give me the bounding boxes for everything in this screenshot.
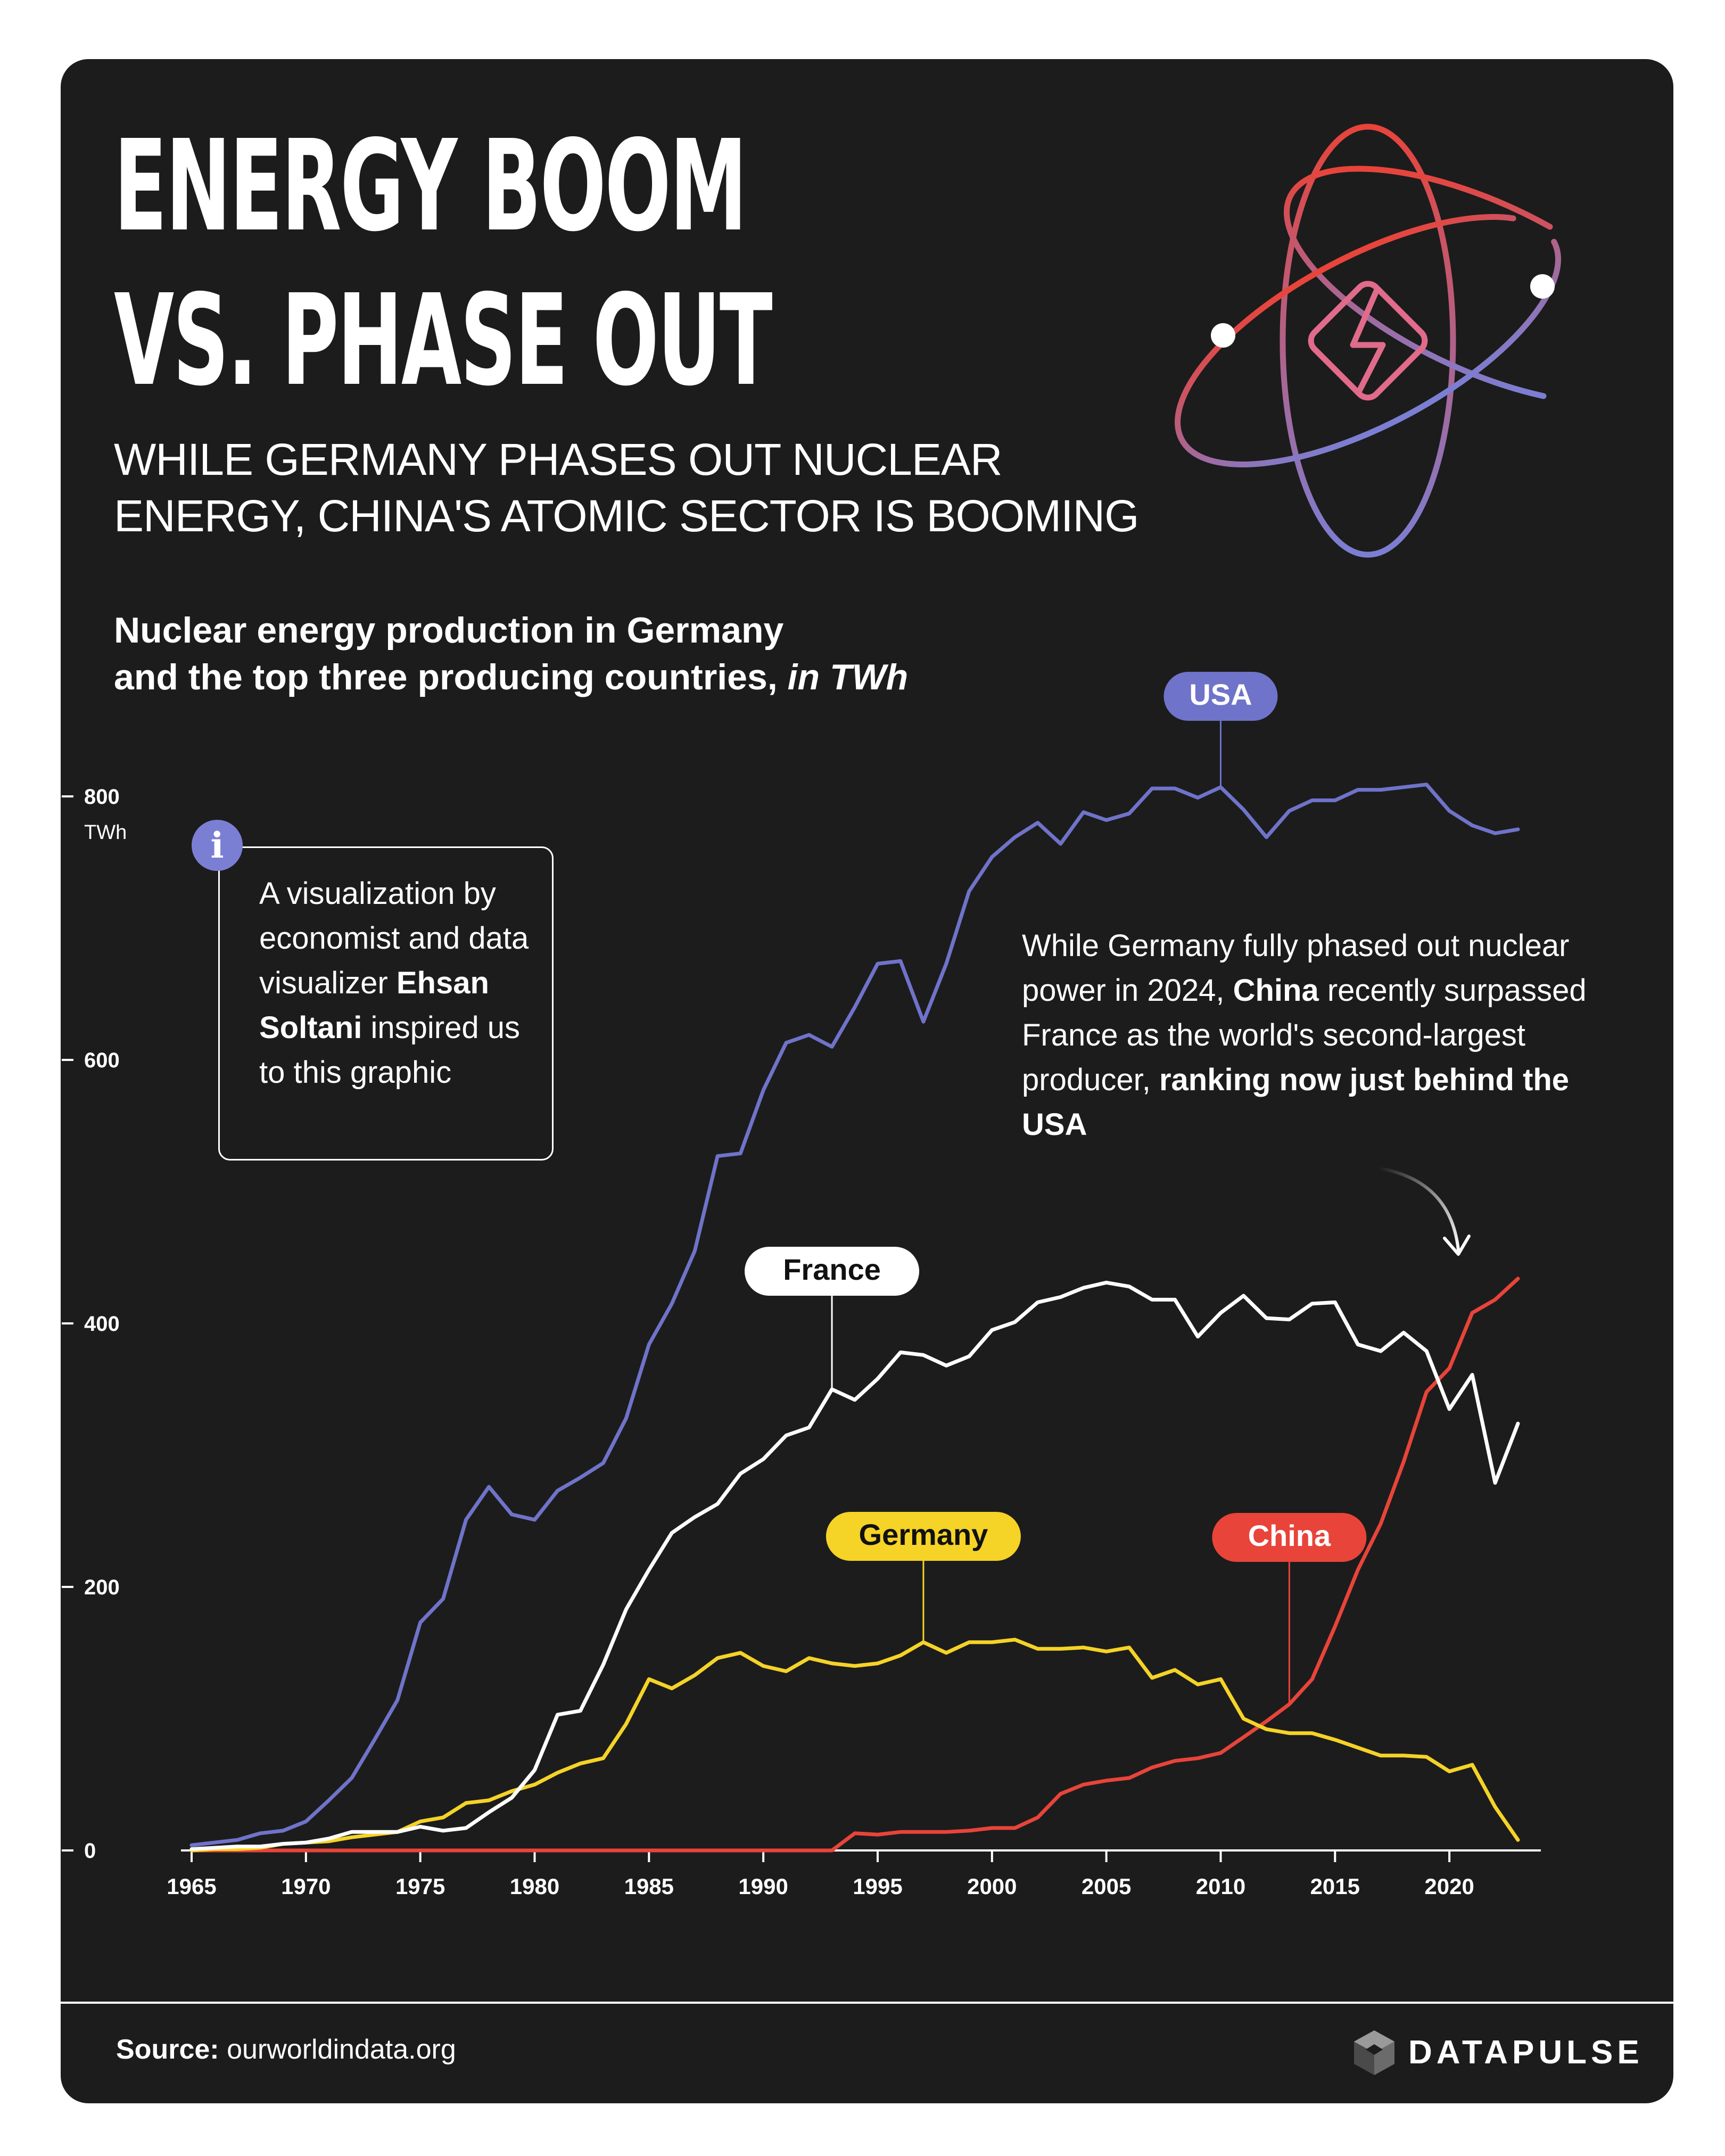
x-tick-label: 1990	[738, 1874, 788, 1899]
series-label-pill-china	[1212, 1513, 1367, 1562]
source-label: Source:	[116, 2034, 219, 2065]
y-tick-label: 200	[84, 1576, 120, 1599]
lightning-bolt-icon	[1308, 281, 1428, 401]
x-tick-label: 1980	[510, 1874, 559, 1899]
annotation-china: China	[1233, 973, 1319, 1008]
y-tick-label: 0	[84, 1839, 96, 1863]
brand-name: DATAPULSE	[1408, 2034, 1644, 2071]
series-line-germany	[189, 1637, 1520, 1853]
x-tick-label: 1965	[167, 1874, 216, 1899]
title-line-1: ENERGY BOOM	[114, 113, 747, 259]
y-tick-label: 400	[84, 1312, 120, 1336]
series-label-pill-usa	[1163, 672, 1278, 721]
x-tick-label: 1975	[395, 1874, 445, 1899]
source-value: ourworldindata.org	[227, 2034, 456, 2065]
title-line-2: VS. PHASE OUT	[114, 267, 773, 414]
atom-icon	[1175, 124, 1561, 558]
chart-caption: Nuclear energy production in Germany and…	[114, 607, 1125, 701]
curved-arrow-icon	[1377, 1166, 1471, 1256]
annotation-bold-end: ranking now just behind the USA	[1022, 1063, 1570, 1142]
y-tick-label: 800	[84, 785, 120, 809]
x-tick-label: 2010	[1196, 1874, 1245, 1899]
info-box: A visualization by economist and data vi…	[218, 846, 554, 1161]
x-tick-label: 2000	[967, 1874, 1017, 1899]
info-text-1: A visualization by economist and data vi…	[259, 876, 529, 1000]
datapulse-logo-icon	[1354, 2030, 1394, 2075]
info-author-name: Ehsan Soltani	[259, 966, 489, 1045]
series-label-usa: USA	[1189, 678, 1252, 711]
chart-caption-line-1: Nuclear energy production in Germany	[114, 610, 784, 651]
subtitle: WHILE GERMANY PHASES OUT NUCLEAR ENERGY,…	[114, 431, 1285, 544]
series-label-pill-france	[745, 1247, 920, 1296]
series-label-china: China	[1248, 1519, 1331, 1552]
series-line-china	[189, 1277, 1520, 1853]
series-label-france: France	[783, 1253, 881, 1286]
subtitle-line-1: WHILE GERMANY PHASES OUT NUCLEAR	[114, 434, 1003, 484]
x-tick-label: 2005	[1082, 1874, 1131, 1899]
series-label-germany: Germany	[859, 1518, 988, 1551]
x-tick-label: 1995	[853, 1874, 902, 1899]
subtitle-line-2: ENERGY, CHINA'S ATOMIC SECTOR IS BOOMING	[114, 491, 1140, 541]
series-label-pill-germany	[826, 1512, 1021, 1561]
y-tick-label: 600	[84, 1049, 120, 1072]
x-tick-label: 2015	[1310, 1874, 1360, 1899]
series-line-usa	[189, 783, 1520, 1847]
y-unit-label: TWh	[84, 821, 127, 844]
infographic-card	[61, 59, 1673, 2103]
source-note: Source: ourworldindata.org	[116, 2032, 456, 2067]
annotation-text-2: recently surpassed France as the world's…	[1022, 973, 1587, 1097]
chart-caption-unit: in TWh	[787, 657, 909, 697]
x-tick-label: 1985	[624, 1874, 674, 1899]
annotation-text-1: While Germany fully phased out nuclear p…	[1022, 928, 1570, 1008]
x-tick-label: 2020	[1424, 1874, 1474, 1899]
chart-annotation: While Germany fully phased out nuclear p…	[1022, 924, 1607, 1147]
series-line-france	[189, 1280, 1520, 1851]
x-tick-label: 1970	[281, 1874, 331, 1899]
brand-logo: DATAPULSE	[1352, 2028, 1644, 2076]
page-title: ENERGY BOOM VS. PHASE OUT	[114, 109, 773, 418]
footer-divider	[61, 2002, 1673, 2004]
chart-caption-line-2: and the top three producing countries,	[114, 657, 778, 697]
info-icon: i	[192, 820, 243, 871]
info-text-2: inspired us to this graphic	[259, 1010, 520, 1090]
